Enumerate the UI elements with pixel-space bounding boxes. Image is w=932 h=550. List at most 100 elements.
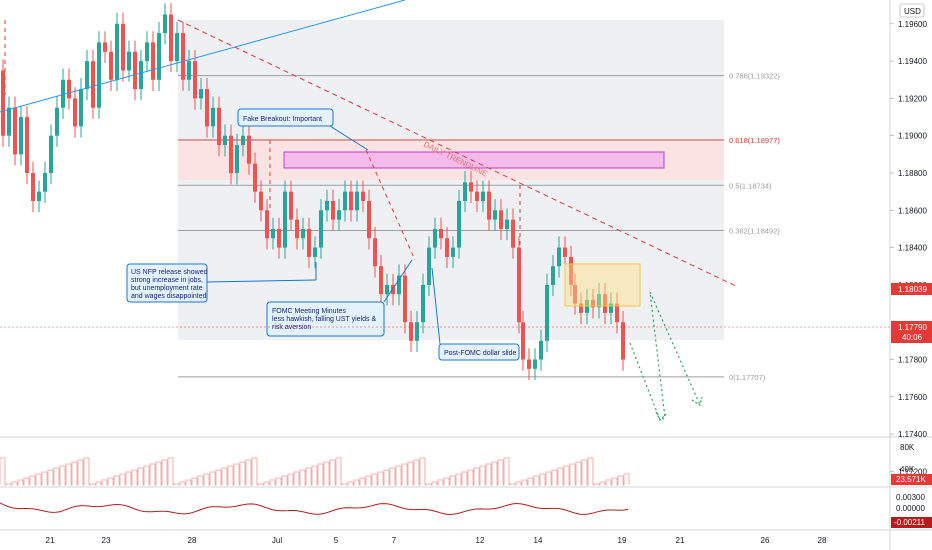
callout-post-fomc[interactable]: Post-FOMC dollar slide: [431, 267, 520, 361]
candle-body: [181, 33, 185, 80]
candle-body: [121, 23, 125, 71]
candle-body: [163, 14, 167, 34]
candle-body: [49, 135, 53, 173]
candle-body: [7, 107, 11, 136]
candlestick-series: [1, 3, 625, 381]
callout-fake-breakout[interactable]: Fake Breakout: Important: [237, 108, 369, 151]
volume-axis-80k: 80K: [900, 443, 915, 452]
price-axis-label: 1.18800: [898, 169, 927, 178]
candle-body: [361, 191, 365, 201]
currency-badge[interactable]: [899, 3, 925, 18]
candle-body: [193, 61, 197, 99]
candle-body: [539, 340, 543, 360]
candle-body: [397, 275, 401, 295]
blue-trendline[interactable]: [0, 0, 406, 113]
candle-body: [421, 284, 425, 323]
candle-body: [55, 107, 59, 136]
callout-fomc-line-3: risk aversion: [272, 324, 311, 331]
price-axis-label: 1.19600: [898, 20, 927, 29]
time-axis-label: 21: [676, 536, 685, 545]
candle-body: [253, 163, 257, 192]
volume-pane[interactable]: [0, 457, 630, 486]
daily-trendline[interactable]: [177, 19, 739, 288]
callout-nfp-line-2: strong increase in jobs,: [131, 277, 203, 284]
candle-body: [25, 117, 29, 173]
candle-body: [379, 266, 383, 295]
callout-post-fomc-text: Post-FOMC dollar slide: [444, 350, 516, 357]
candle-body: [331, 200, 335, 220]
candle-body: [433, 228, 437, 248]
price-axis-label: 1.19400: [898, 57, 927, 66]
price-axis-label: 1.19200: [898, 94, 927, 103]
candle-body: [157, 33, 161, 80]
price-axis-label: 1.17600: [898, 393, 927, 402]
candle-body: [603, 294, 607, 313]
candle-body: [259, 191, 263, 211]
candle-body: [1, 70, 5, 136]
candle-body: [451, 247, 455, 257]
candle-body: [283, 191, 287, 248]
candle-body: [223, 135, 227, 146]
oscillator-line: [0, 502, 629, 515]
osc-axis-upper: 0.00300: [896, 493, 925, 502]
price-axis-label: 1.18400: [898, 244, 927, 253]
candle-body: [545, 284, 549, 341]
osc-tag-text: -0.00211: [894, 518, 926, 527]
candle-body: [355, 191, 359, 211]
candle-body: [481, 191, 485, 201]
candle-body: [235, 145, 239, 173]
candle-body: [469, 182, 473, 192]
price-tag-countdown: 40:06: [902, 333, 923, 342]
candle-body: [367, 200, 371, 239]
candle-body: [621, 322, 625, 360]
price-axis-label: 1.18600: [898, 206, 927, 215]
candle-body: [521, 322, 525, 360]
candle-body: [295, 219, 299, 239]
price-tag-current-text: 1.17790: [898, 323, 927, 332]
candle-body: [533, 359, 537, 369]
candle-body: [579, 303, 583, 313]
candle-body: [439, 228, 443, 239]
oscillator-pane[interactable]: [0, 502, 629, 515]
time-axis-label: 5: [334, 536, 339, 545]
candle-body: [551, 266, 555, 285]
candle-body: [427, 247, 431, 285]
consolidation-zone-yellow[interactable]: [564, 263, 641, 307]
candle-body: [211, 107, 215, 127]
candle-body: [91, 61, 95, 108]
price-axis-label: 1.19000: [898, 132, 927, 141]
price-axis-label: 1.17400: [898, 430, 927, 439]
candle-body: [175, 33, 179, 62]
candle-body: [569, 256, 573, 285]
candle-body: [343, 191, 347, 211]
candle-body: [199, 89, 203, 99]
callout-fake-breakout-text: Fake Breakout: Important: [243, 116, 322, 123]
candle-body: [325, 200, 329, 211]
candle-body: [463, 182, 467, 201]
time-axis[interactable]: 21 23 28 Jul 5 7 12 14 19 21 26 28: [46, 536, 827, 545]
candle-body: [271, 228, 275, 239]
candle-body: [445, 238, 449, 257]
callout-nfp[interactable]: US NFP release showed strong increase in…: [126, 262, 317, 303]
candle-body: [109, 51, 113, 80]
callout-fomc[interactable]: FOMC Meeting Minutes less hawkish, falli…: [266, 259, 413, 337]
candle-body: [573, 284, 577, 304]
candle-body: [385, 284, 389, 295]
candle-body: [217, 107, 221, 146]
candle-body: [505, 219, 509, 229]
candle-body: [415, 322, 419, 341]
candle-body: [493, 210, 497, 220]
candle-body: [373, 238, 377, 267]
price-tag-current: [891, 321, 932, 343]
callout-nfp-line-3: but unemployment rate: [131, 285, 203, 292]
candle-body: [103, 42, 107, 52]
fib-level-label: 0.786(1.19322): [729, 72, 780, 81]
candle-body: [169, 14, 173, 62]
supply-zone-pink[interactable]: [283, 151, 665, 169]
candle-body: [301, 228, 305, 239]
price-axis-label: 1.17200: [898, 467, 927, 476]
candle-body: [265, 210, 269, 239]
candle-body: [557, 247, 561, 267]
candle-body: [457, 200, 461, 248]
